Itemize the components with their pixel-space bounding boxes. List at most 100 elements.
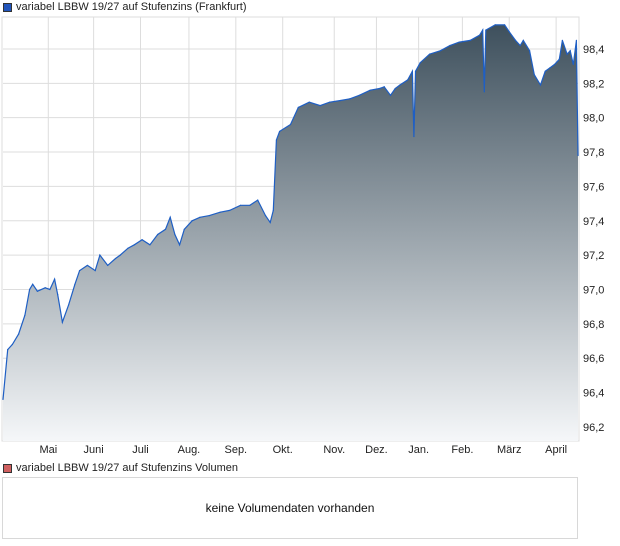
price-point xyxy=(264,214,267,217)
price-point xyxy=(107,264,109,267)
price-point xyxy=(533,74,535,76)
price-point xyxy=(249,204,251,206)
price-legend: variabel LBBW 19/27 auf Stufenzins (Fran… xyxy=(3,1,247,13)
price-line xyxy=(2,24,579,400)
y-tick-label: 98,2 xyxy=(583,78,604,90)
price-point xyxy=(413,135,415,138)
price-point xyxy=(494,24,496,26)
price-point xyxy=(36,290,38,292)
x-tick-label: Mai xyxy=(39,444,57,456)
x-tick-label: Feb. xyxy=(451,444,473,456)
price-point xyxy=(522,39,524,41)
price-point xyxy=(514,39,517,41)
price-point xyxy=(199,216,201,218)
x-tick-label: März xyxy=(497,444,521,456)
price-point xyxy=(378,87,381,90)
price-point xyxy=(272,209,274,212)
y-tick-label: 96,4 xyxy=(583,388,604,400)
y-tick-label: 97,0 xyxy=(583,284,604,296)
price-point xyxy=(428,53,431,55)
price-point xyxy=(572,63,574,66)
price-point xyxy=(449,44,451,47)
price-point xyxy=(508,31,510,33)
price-point xyxy=(86,264,88,267)
price-legend-label: variabel LBBW 19/27 auf Stufenzins (Fran… xyxy=(16,1,247,13)
price-point xyxy=(528,50,531,52)
price-point xyxy=(549,67,551,69)
price-point xyxy=(44,287,46,289)
price-point xyxy=(369,89,371,91)
price-point xyxy=(483,91,485,93)
price-point xyxy=(407,79,409,81)
price-point xyxy=(133,244,135,246)
volume-empty-message: keine Volumendaten vorhanden xyxy=(205,501,375,515)
y-tick-label: 98,4 xyxy=(583,44,604,56)
price-point xyxy=(419,62,421,64)
price-point xyxy=(208,214,210,217)
y-tick-label: 96,6 xyxy=(583,353,604,365)
price-point xyxy=(94,269,96,272)
price-point xyxy=(414,70,417,72)
price-point xyxy=(469,39,471,41)
price-point xyxy=(149,244,151,246)
volume-legend-label: variabel LBBW 19/27 auf Stufenzins Volum… xyxy=(16,462,238,474)
price-point xyxy=(575,39,578,41)
price-point xyxy=(485,29,487,31)
price-point xyxy=(2,398,4,401)
y-tick-label: 97,2 xyxy=(583,250,604,262)
price-point xyxy=(169,216,171,218)
price-point xyxy=(53,278,56,280)
volume-legend-swatch xyxy=(3,463,12,473)
x-tick-label: Aug. xyxy=(178,444,201,456)
price-point xyxy=(349,98,351,100)
volume-legend: variabel LBBW 19/27 auf Stufenzins Volum… xyxy=(3,462,238,474)
x-tick-label: Nov. xyxy=(323,444,345,456)
price-point xyxy=(553,63,556,66)
y-tick-label: 98,0 xyxy=(583,113,604,125)
x-tick-label: Juli xyxy=(132,444,149,456)
price-point xyxy=(278,130,281,133)
price-point xyxy=(7,349,9,351)
price-point xyxy=(49,288,51,291)
price-point xyxy=(458,41,460,43)
price-point xyxy=(257,199,259,201)
price-point xyxy=(114,257,117,260)
price-point xyxy=(544,70,546,72)
price-point xyxy=(289,123,292,126)
x-tick-label: Dez. xyxy=(365,444,388,456)
price-point xyxy=(61,321,63,323)
price-point xyxy=(339,99,342,102)
price-point xyxy=(569,50,571,52)
price-point xyxy=(127,247,129,249)
y-tick-label: 97,4 xyxy=(583,216,604,228)
price-point xyxy=(411,70,413,72)
price-point xyxy=(228,209,231,212)
y-tick-label: 96,2 xyxy=(583,422,604,434)
price-point xyxy=(57,294,59,296)
price-point xyxy=(78,269,81,272)
price-point xyxy=(358,94,360,96)
price-point xyxy=(178,244,181,246)
price-point xyxy=(191,220,193,222)
price-point xyxy=(28,288,31,291)
x-tick-label: Jan. xyxy=(408,444,429,456)
price-point xyxy=(164,228,167,230)
x-tick-label: Okt. xyxy=(273,444,293,456)
price-point xyxy=(275,139,278,141)
price-point xyxy=(18,333,20,335)
price-point xyxy=(141,239,143,241)
price-point xyxy=(11,343,13,346)
x-tick-label: Juni xyxy=(84,444,104,456)
price-point xyxy=(558,58,560,60)
price-point xyxy=(174,233,176,236)
price-point xyxy=(157,233,159,236)
price-point xyxy=(269,221,271,224)
price-point xyxy=(439,50,442,52)
price-point xyxy=(328,101,331,103)
price-point xyxy=(482,29,484,31)
price-chart: Mai Juni Juli Aug. Sep. Okt. Nov. Dez. Jan. Feb. M… xyxy=(1,16,604,456)
x-tick-label: April xyxy=(545,444,567,456)
y-tick-label: 97,6 xyxy=(583,181,604,193)
price-point xyxy=(519,44,521,47)
